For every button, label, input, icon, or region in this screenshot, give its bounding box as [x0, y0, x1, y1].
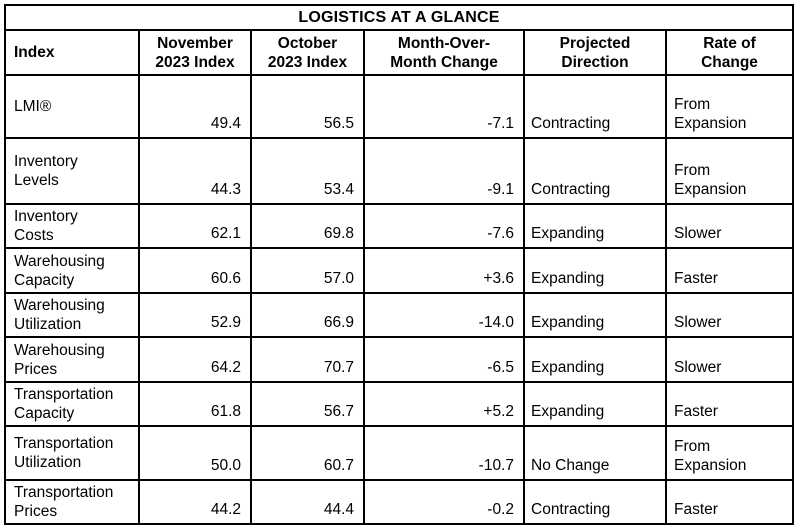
cell-rate: Slower — [664, 203, 795, 249]
cell-index: Transportation Utilization — [4, 425, 140, 481]
cell-direction: Expanding — [523, 336, 667, 383]
table-row: Warehousing Prices 64.2 70.7 -6.5 Expanding Sl… — [4, 336, 795, 383]
cell-index: Inventory Levels — [4, 137, 140, 205]
table-body: LMI® 49.4 56.5 -7.1 Contracting From Expansion… — [4, 74, 795, 525]
cell-rate: Faster — [664, 381, 795, 427]
cell-november: 62.1 — [138, 203, 252, 249]
cell-direction: Expanding — [523, 203, 667, 249]
cell-november: 52.9 — [138, 292, 252, 338]
cell-rate: Faster — [664, 247, 795, 294]
cell-rate: From Expansion — [664, 137, 795, 205]
table-row: Transportation Capacity 61.8 56.7 +5.2 Expand… — [4, 381, 795, 427]
cell-october: 57.0 — [250, 247, 365, 294]
table-row: LMI® 49.4 56.5 -7.1 Contracting From Expansion — [4, 74, 795, 139]
cell-november: 60.6 — [138, 247, 252, 294]
cell-rate: Slower — [664, 292, 795, 338]
cell-index: Warehousing Prices — [4, 336, 140, 383]
cell-november: 44.3 — [138, 137, 252, 205]
header-row: Index November 2023 Index October 2023 Ind… — [4, 29, 795, 76]
cell-direction: Expanding — [523, 247, 667, 294]
cell-october: 60.7 — [250, 425, 365, 481]
table-title: LOGISTICS AT A GLANCE — [3, 4, 795, 31]
cell-change: -9.1 — [363, 137, 525, 205]
cell-index: Inventory Costs — [4, 203, 140, 249]
column-header-projected-direction: Projected Direction — [523, 29, 667, 76]
cell-change: -10.7 — [363, 425, 525, 481]
cell-november: 61.8 — [138, 381, 252, 427]
column-header-index: Index — [4, 29, 140, 76]
cell-november: 50.0 — [138, 425, 252, 481]
title-row: LOGISTICS AT A GLANCE — [3, 4, 795, 31]
cell-october: 56.7 — [250, 381, 365, 427]
cell-direction: Contracting — [523, 479, 667, 525]
cell-november: 49.4 — [138, 74, 252, 139]
table-row: Transportation Prices 44.2 44.4 -0.2 Contract… — [4, 479, 795, 525]
cell-index: Warehousing Utilization — [4, 292, 140, 338]
table-row: Warehousing Capacity 60.6 57.0 +3.6 Expanding… — [4, 247, 795, 294]
table-row: Warehousing Utilization 52.9 66.9 -14.0 Expan… — [4, 292, 795, 338]
table-row: Inventory Costs 62.1 69.8 -7.6 Expanding Slowe… — [4, 203, 795, 249]
cell-change: -6.5 — [363, 336, 525, 383]
cell-october: 70.7 — [250, 336, 365, 383]
cell-change: -7.6 — [363, 203, 525, 249]
cell-direction: Expanding — [523, 381, 667, 427]
cell-rate: From Expansion — [664, 425, 795, 481]
cell-change: -0.2 — [363, 479, 525, 525]
cell-october: 53.4 — [250, 137, 365, 205]
table-row: Transportation Utilization 50.0 60.7 -10.7 No… — [4, 425, 795, 481]
cell-index: Transportation Capacity — [4, 381, 140, 427]
cell-index: Transportation Prices — [4, 479, 140, 525]
cell-index: LMI® — [4, 74, 140, 139]
column-header-rate-of-change: Rate of Change — [664, 29, 795, 76]
cell-october: 44.4 — [250, 479, 365, 525]
cell-rate: Slower — [664, 336, 795, 383]
cell-november: 64.2 — [138, 336, 252, 383]
cell-change: -14.0 — [363, 292, 525, 338]
cell-change: +3.6 — [363, 247, 525, 294]
column-header-month-over-month-change: Month-Over- Month Change — [363, 29, 525, 76]
cell-change: +5.2 — [363, 381, 525, 427]
cell-direction: Expanding — [523, 292, 667, 338]
cell-rate: From Expansion — [664, 74, 795, 139]
cell-direction: Contracting — [523, 137, 667, 205]
column-header-october-2023-index: October 2023 Index — [250, 29, 365, 76]
cell-november: 44.2 — [138, 479, 252, 525]
logistics-table: LOGISTICS AT A GLANCE Index November 2023… — [3, 4, 795, 525]
cell-october: 66.9 — [250, 292, 365, 338]
cell-direction: No Change — [523, 425, 667, 481]
cell-october: 69.8 — [250, 203, 365, 249]
cell-rate: Faster — [664, 479, 795, 525]
table-row: Inventory Levels 44.3 53.4 -9.1 Contracting Fr… — [4, 137, 795, 205]
cell-october: 56.5 — [250, 74, 365, 139]
column-header-november-2023-index: November 2023 Index — [138, 29, 252, 76]
cell-change: -7.1 — [363, 74, 525, 139]
cell-index: Warehousing Capacity — [4, 247, 140, 294]
cell-direction: Contracting — [523, 74, 667, 139]
